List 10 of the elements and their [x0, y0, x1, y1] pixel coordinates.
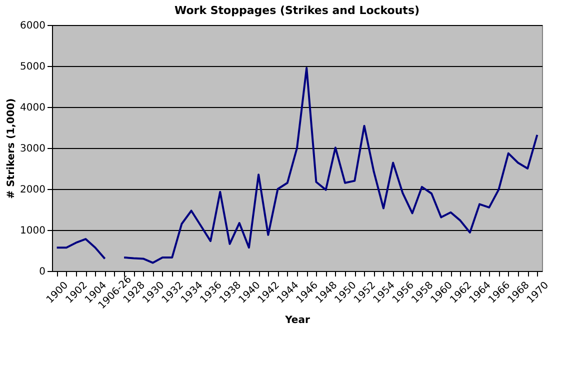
y-tick-label: 4000: [20, 102, 46, 114]
y-tick-label: 5000: [20, 62, 46, 72]
y-tick-label: 1000: [20, 226, 46, 236]
y-tick-label: 2000: [20, 184, 46, 196]
y-tick-label: 3000: [20, 144, 46, 154]
y-axis-title: # Strikers (1,000): [6, 98, 18, 199]
chart-title: Work Stoppages (Strikes and Lockouts): [174, 4, 420, 17]
x-axis-title: Year: [284, 314, 310, 326]
y-tick-label: 6000: [20, 20, 46, 32]
y-tick-label: 0: [39, 266, 46, 278]
